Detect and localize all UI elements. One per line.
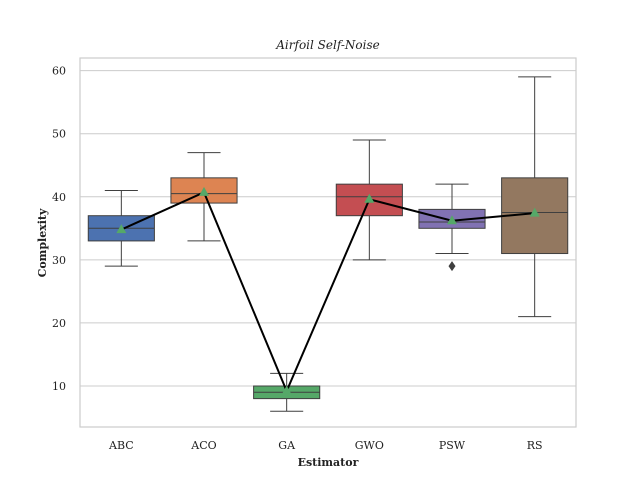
y-tick-label-30: 30 bbox=[52, 254, 66, 267]
boxes bbox=[87, 76, 569, 412]
y-axis-label: Complexity bbox=[36, 208, 49, 277]
mean-marker-gwo bbox=[364, 193, 375, 203]
box-rs bbox=[501, 76, 569, 318]
x-tick-label-gwo: GWO bbox=[355, 439, 384, 452]
mean-marker-ga bbox=[281, 385, 292, 395]
outlier-psw-0 bbox=[448, 261, 456, 272]
chart-title: Airfoil Self-Noise bbox=[275, 38, 379, 52]
x-tick-labels: ABC ACO GA GWO PSW RS bbox=[108, 439, 543, 452]
x-tick-label-psw: PSW bbox=[439, 439, 466, 452]
mean-marker-abc bbox=[116, 224, 127, 234]
grid-lines bbox=[80, 70, 576, 387]
y-tick-label-60: 60 bbox=[52, 65, 66, 78]
x-tick-label-aco: ACO bbox=[190, 439, 216, 452]
x-tick-label-abc: ABC bbox=[108, 439, 134, 452]
mean-series bbox=[116, 186, 540, 395]
x-tick-label-ga: GA bbox=[278, 439, 296, 452]
y-tick-label-20: 20 bbox=[52, 317, 66, 330]
mean-marker-aco bbox=[199, 186, 209, 196]
x-axis-label: Estimator bbox=[298, 456, 359, 469]
mean-line bbox=[120, 191, 535, 394]
y-tick-label-50: 50 bbox=[52, 128, 66, 141]
mean-marker-rs bbox=[529, 207, 540, 217]
mean-marker-psw bbox=[447, 215, 457, 225]
y-tick-labels: 10 20 30 40 50 60 bbox=[52, 65, 66, 393]
y-tick-label-40: 40 bbox=[52, 191, 66, 204]
y-tick-label-10: 10 bbox=[52, 380, 66, 393]
x-tick-label-rs: RS bbox=[527, 439, 543, 452]
plot-frame bbox=[79, 57, 577, 428]
box-aco bbox=[170, 152, 238, 242]
